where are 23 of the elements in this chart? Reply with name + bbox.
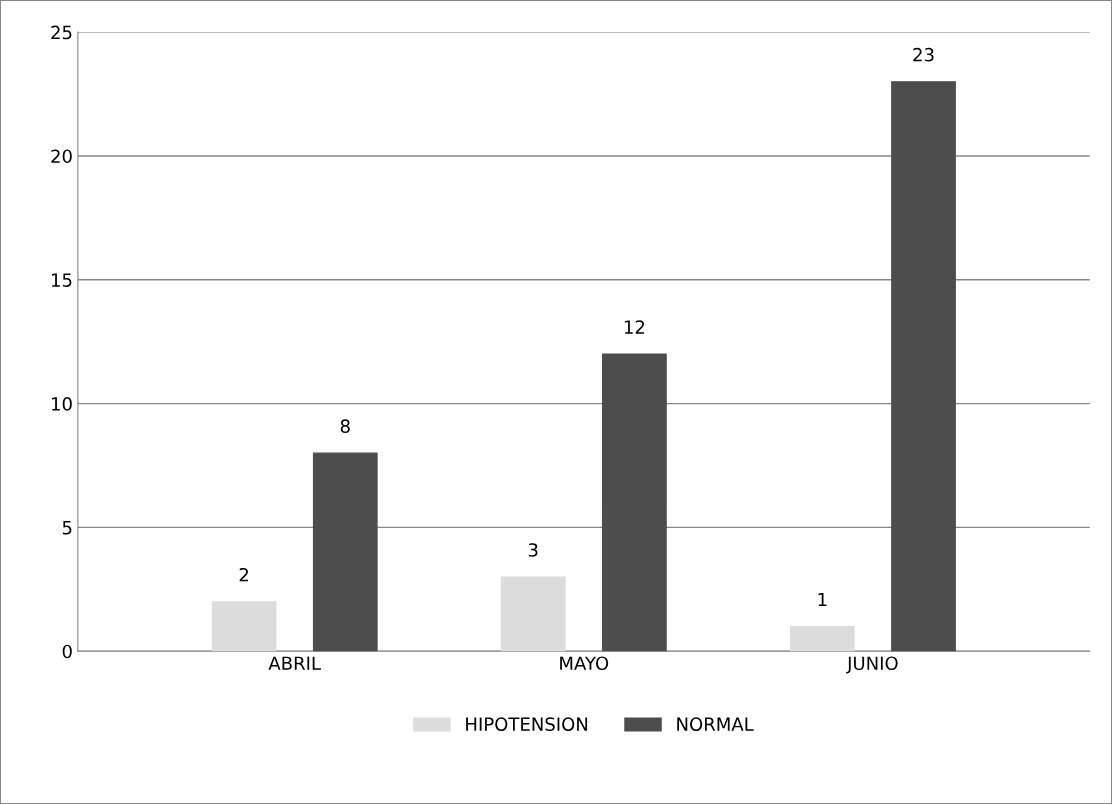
legend-label: HIPOTENSION — [466, 717, 588, 731]
y-tick-label: 15 — [51, 273, 72, 287]
y-tick-label: 5 — [62, 521, 72, 535]
data-label: 3 — [528, 543, 538, 557]
y-tick-label: 10 — [51, 397, 72, 411]
bar — [312, 452, 378, 652]
data-label: 8 — [340, 419, 350, 433]
x-tick-label: MAYO — [560, 656, 609, 671]
x-tick-label: JUNIO — [846, 656, 898, 674]
bar — [602, 353, 667, 652]
data-label: 23 — [913, 47, 934, 62]
bar — [891, 81, 956, 652]
y-tick-label: 0 — [62, 644, 72, 659]
bar — [500, 576, 566, 652]
bar — [211, 601, 277, 652]
data-label: 12 — [624, 320, 645, 334]
y-tick-label: 25 — [51, 25, 72, 40]
data-label: 2 — [239, 567, 249, 582]
data-label: 1 — [818, 592, 827, 607]
bar — [789, 625, 855, 652]
y-tick-label: 20 — [51, 149, 72, 164]
legend-label: NORMAL — [677, 717, 754, 731]
x-tick-label: ABRIL — [268, 656, 321, 670]
